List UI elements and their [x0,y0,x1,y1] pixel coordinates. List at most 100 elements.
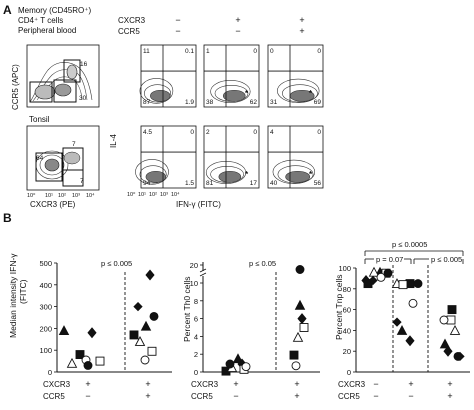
data-point-open-triangle [134,336,146,346]
chart2-y-tick-label: 8 [194,297,198,306]
chart1-y-tick-label: 300 [39,303,52,312]
data-point-filled-circle [225,359,235,369]
tick-label: 10⁴ [171,191,180,198]
quadrant-upper-left-value: 4.5 [143,129,152,136]
quadrant-lower-right-value: 1.5 [185,180,194,187]
data-point-filled-diamond [297,313,307,325]
chart3-p-left: p = 0.07 [376,255,403,264]
tick-label: 10² [58,193,66,199]
chart2-y-tick-label: 10 [190,279,198,288]
quadrant-upper-right-value: 0 [253,48,257,55]
chart3-cxcr3-sign: + [408,379,413,389]
quadrant-upper-right-value: 0.1 [185,48,194,55]
data-point-filled-square [447,305,457,315]
data-point-filled-square [289,350,299,360]
sign-ccr5-1: − [175,26,180,36]
chart3-ccr5-sign: − [373,391,378,401]
panel-a-letter: A [3,3,12,17]
data-point-open-square [398,280,408,290]
sign-cxcr3-3: + [299,15,304,25]
chart1-y-tick-label: 500 [39,259,52,268]
tick-label: 10¹ [45,193,53,199]
data-point-filled-triangle [294,299,306,310]
chart1-y-tick-label: 100 [39,346,52,355]
facs-plot-r1-c1: 11 0.1 87 1.9 [139,44,197,108]
quadrant-lower-right-value: 69 [314,99,322,106]
chart2-y-tick-label: 0 [194,368,198,377]
data-point-filled-diamond [443,345,453,357]
data-point-filled-circle [295,265,305,274]
chart1-median-intensity: 0 100 200 300 400 500 + − + + [39,259,172,401]
data-point-filled-square [75,350,85,360]
chart1-pvalue: p ≤ 0.005 [101,259,132,268]
quadrant-lower-right-value: 56 [314,180,322,187]
quadrant-lower-right-value: 17 [250,180,258,187]
chart3-ccr5-sign: + [447,391,452,401]
chart2-y-tick-label: 4 [194,332,198,341]
chart2-y-tick-label: 2 [194,350,198,359]
facs-quadrant-plots: 11 0.187 1.91 038 62*0 031 69*4.5 094 1.52 081 17*… [135,44,324,189]
facs-plot-r1-c3: 0 0 31 69* [267,44,324,108]
tonsil-tick-labels: 10⁰ 10¹ 10² 10³ 10⁴ [27,192,95,199]
tonsil-title: Tonsil [29,115,50,124]
chart1-y-tick-label: 200 [39,324,52,333]
tonsil-number-7-bottom: 7 [80,178,84,185]
chart3-xrow-ccr5: CCR5 [338,392,360,401]
chart1-cxcr3-sign: + [145,379,150,389]
chart1-y-tick-label: 0 [48,368,52,377]
data-point-filled-diamond [87,327,97,339]
chart2-ccr5-sign: − [233,391,238,401]
tick-label: 10² [149,192,157,198]
chart3-y-tick-label: 0 [347,368,351,377]
data-point-open-triangle [66,357,78,368]
sign-ccr5-3: + [299,26,304,36]
facs-xlabel: IFN-γ (FITC) [176,200,221,209]
data-point-open-square [95,356,105,366]
data-point-open-circle [376,272,386,282]
tick-label: 10⁴ [86,192,95,199]
data-point-filled-star [133,301,143,312]
significance-asterisk: * [309,170,313,179]
data-point-open-square [299,323,309,332]
chart3-y-tick-label: 60 [343,306,351,315]
chart3-cxcr3-sign: − [373,379,378,389]
panel-b-letter: B [3,211,12,225]
chart1-ylabel-line1: Median intensity IFN-γ [8,253,18,338]
data-point-filled-square [129,330,139,340]
data-point-open-triangle [449,324,461,335]
header-line-memory: Memory (CD45RO⁺) [18,6,91,15]
facs-ticks: 10⁰ 10¹ 10² 10³ 10⁴ [127,191,180,198]
quadrant-upper-left-value: 1 [206,48,210,55]
chart1-ylabel-line2: (FITC) [18,279,28,304]
data-point-filled-star [392,317,402,327]
data-point-open-circle [408,298,418,308]
quadrant-lower-left-value: 31 [270,99,278,106]
data-point-open-circle [439,315,449,325]
quadrant-upper-right-value: 0 [190,129,194,136]
data-point-open-triangle [368,266,380,277]
chart3-percent-tnp: 0 20 40 60 80 100 − − + − + + [338,264,470,401]
data-point-filled-star [455,351,465,362]
sign-ccr5-2: − [235,26,240,36]
quadrant-upper-left-value: 4 [270,129,274,136]
data-point-open-circle [291,361,301,371]
tonsil-number-64: 64 [36,155,44,162]
chart1-ylabel: Median intensity IFN-γ (FITC) [8,253,28,338]
significance-asterisk: * [309,89,313,98]
facs-ylabel: IL-4 [109,134,118,148]
chart1-cxcr3-sign: + [85,379,90,389]
quadrant-lower-left-value: 81 [206,180,214,187]
chart2-percent-th0: 0 2 4 6 8 10 20 + − + + [190,261,320,401]
chart2-axis-break [199,272,207,277]
pb-number-30: 30 [79,95,87,102]
quadrant-lower-left-value: 87 [143,99,151,106]
tonsil-xlabel: CXCR3 (PE) [30,200,76,209]
data-point-filled-diamond [145,269,155,281]
sign-cxcr3-1: − [175,15,180,25]
tick-label: 10³ [160,192,168,198]
header-line-peripheral-blood: Peripheral blood [18,26,76,35]
sign-cxcr3-2: + [235,15,240,25]
data-point-filled-circle [413,279,423,289]
data-point-open-circle [140,355,150,365]
